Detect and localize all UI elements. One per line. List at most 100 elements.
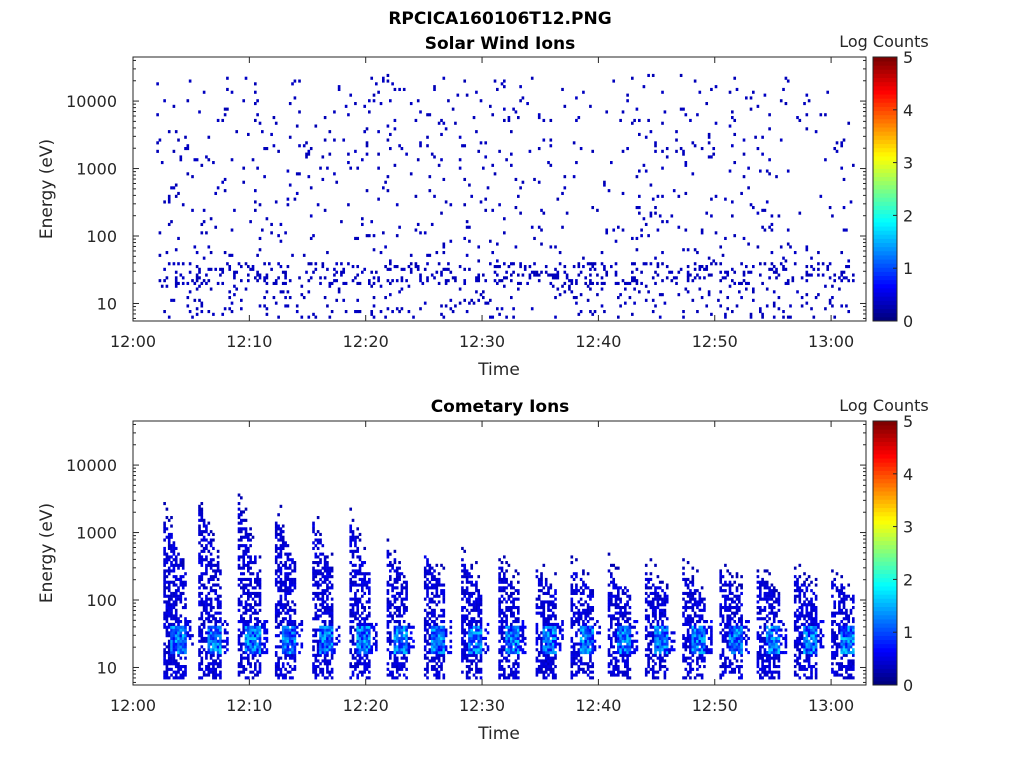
heatmap-cell — [624, 287, 627, 291]
heatmap-cell — [309, 236, 313, 241]
heatmap-cell — [535, 611, 539, 615]
heatmap-cell — [500, 645, 504, 649]
heatmap-cell — [675, 130, 678, 134]
heatmap-cell — [354, 648, 357, 652]
heatmap-cell — [254, 611, 257, 615]
heatmap-cell — [326, 561, 329, 565]
heatmap-cell — [163, 648, 166, 652]
heatmap-cell — [356, 265, 360, 269]
heatmap-cell — [340, 270, 343, 274]
heatmap-cell — [356, 639, 360, 643]
heatmap-cell — [174, 636, 178, 641]
heatmap-cell — [179, 594, 183, 598]
heatmap-cell — [277, 625, 280, 629]
heatmap-cell — [442, 566, 446, 570]
heatmap-cell — [167, 656, 171, 660]
heatmap-cell — [321, 552, 325, 556]
heatmap-cell — [489, 262, 492, 266]
heatmap-cell — [240, 600, 243, 604]
heatmap-cell — [470, 653, 474, 657]
heatmap-cell — [244, 586, 248, 590]
heatmap-cell — [700, 231, 704, 235]
heatmap-cell — [172, 631, 176, 635]
heatmap-cell — [300, 622, 304, 627]
heatmap-cell — [617, 639, 620, 643]
heatmap-cell — [540, 662, 543, 666]
heatmap-cell — [349, 628, 353, 632]
heatmap-cell — [696, 113, 699, 117]
heatmap-cell — [512, 625, 515, 629]
heatmap-cell — [484, 279, 488, 283]
heatmap-cell — [426, 279, 429, 283]
heatmap-cell — [221, 639, 225, 643]
heatmap-cell — [309, 262, 313, 266]
heatmap-cell — [407, 642, 411, 646]
heatmap-cell — [212, 558, 215, 562]
heatmap-cell — [295, 625, 299, 629]
heatmap-cell — [279, 606, 283, 610]
heatmap-cell — [651, 606, 655, 610]
heatmap-cell — [223, 645, 227, 649]
heatmap-cell — [349, 614, 353, 618]
heatmap-cell — [433, 614, 436, 618]
heatmap-cell — [200, 507, 204, 511]
heatmap-cell — [433, 642, 436, 646]
heatmap-cell — [619, 636, 622, 641]
heatmap-cell — [242, 628, 246, 632]
heatmap-cell — [614, 617, 618, 621]
heatmap-cell — [470, 648, 474, 652]
heatmap-cell — [358, 631, 362, 635]
heatmap-cell — [209, 653, 213, 657]
heatmap-cell — [233, 270, 236, 274]
heatmap-cell — [247, 645, 250, 649]
heatmap-cell — [614, 262, 618, 266]
heatmap-cell — [163, 600, 166, 604]
heatmap-cell — [423, 625, 427, 629]
heatmap-cell — [281, 642, 285, 646]
heatmap-cell — [398, 651, 401, 655]
heatmap-cell — [375, 648, 378, 652]
heatmap-cell — [433, 622, 436, 627]
heatmap-cell — [575, 606, 578, 610]
heatmap-cell — [610, 603, 613, 607]
heatmap-cell — [351, 639, 355, 643]
heatmap-cell — [205, 273, 208, 277]
heatmap-cell — [607, 608, 611, 612]
heatmap-cell — [212, 569, 215, 573]
heatmap-cell — [765, 304, 769, 308]
heatmap-cell — [379, 284, 383, 288]
heatmap-cell — [209, 648, 213, 652]
heatmap-cell — [626, 659, 629, 663]
heatmap-cell — [291, 580, 294, 584]
heatmap-cell — [500, 589, 504, 593]
heatmap-cell — [261, 228, 264, 232]
heatmap-cell — [393, 580, 397, 584]
heatmap-cell — [649, 622, 653, 627]
heatmap-cell — [433, 583, 436, 587]
heatmap-cell — [842, 276, 846, 280]
heatmap-cell — [205, 667, 208, 671]
heatmap-cell — [612, 563, 616, 567]
heatmap-cell — [517, 676, 520, 680]
heatmap-cell — [477, 636, 481, 641]
heatmap-cell — [163, 310, 166, 314]
heatmap-cell — [612, 228, 616, 232]
heatmap-cell — [468, 631, 471, 635]
heatmap-cell — [216, 662, 220, 666]
heatmap-cell — [207, 628, 211, 632]
heatmap-cell — [472, 620, 476, 624]
heatmap-cell — [349, 648, 353, 652]
heatmap-cell — [784, 259, 788, 263]
heatmap-cell — [405, 583, 408, 587]
heatmap-cell — [442, 76, 446, 80]
heatmap-cell — [547, 620, 550, 624]
heatmap-cell — [600, 304, 604, 308]
heatmap-cell — [554, 315, 557, 319]
heatmap-cell — [617, 659, 620, 663]
heatmap-cell — [165, 558, 169, 562]
heatmap-cell — [586, 606, 590, 610]
heatmap-cell — [319, 634, 322, 638]
figure-title: RPCICA160106T12.PNG — [388, 9, 611, 29]
heatmap-cell — [177, 262, 180, 266]
heatmap-cell — [582, 625, 585, 629]
